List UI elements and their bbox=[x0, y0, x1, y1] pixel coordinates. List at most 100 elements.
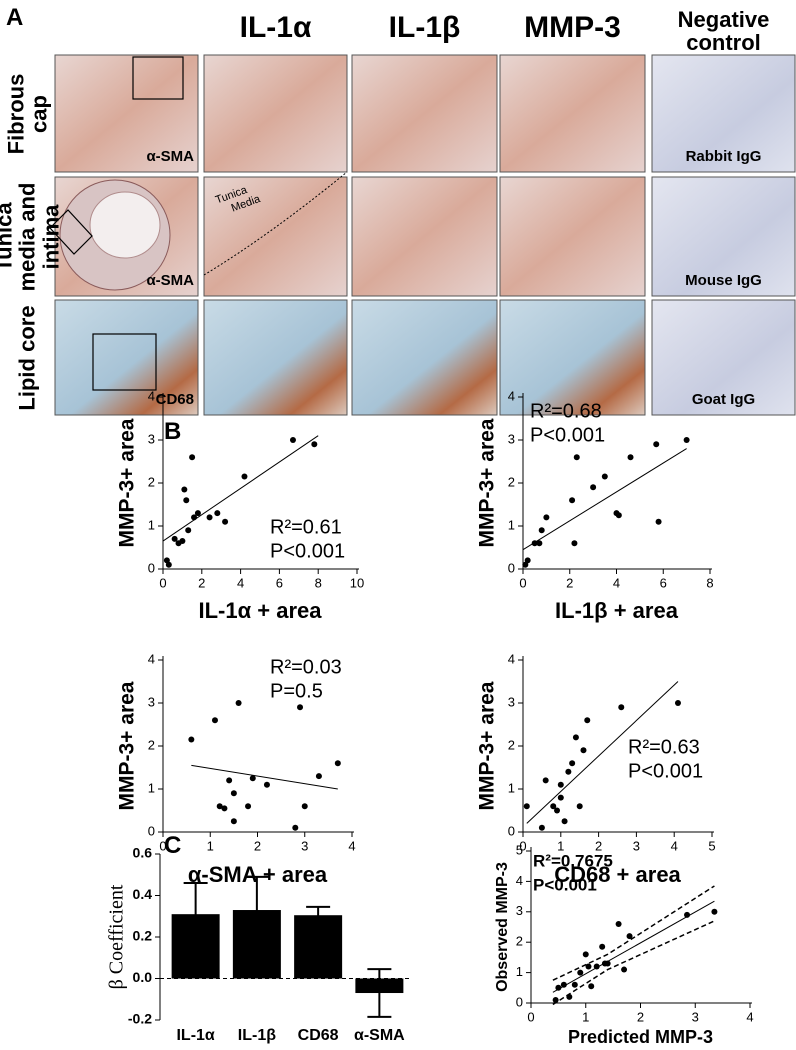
image-label: α-SMA bbox=[146, 148, 194, 165]
data-point bbox=[311, 441, 318, 448]
data-point bbox=[711, 908, 718, 915]
data-point bbox=[334, 760, 341, 767]
inset-box bbox=[49, 209, 93, 255]
data-point bbox=[536, 540, 543, 547]
y-tick-label: 2 bbox=[516, 934, 523, 949]
y-tick-label: 2 bbox=[508, 474, 515, 489]
data-point bbox=[601, 473, 608, 480]
y-tick-label: 0.2 bbox=[133, 928, 153, 944]
y-axis-label: Observed MMP-3 bbox=[494, 862, 511, 992]
x-tick-label: 0 bbox=[159, 838, 166, 853]
micrograph bbox=[499, 299, 646, 416]
data-point bbox=[179, 538, 186, 545]
row-label: Fibrous cap bbox=[2, 73, 51, 154]
data-point bbox=[653, 441, 660, 448]
stat-text: P<0.001 bbox=[533, 875, 597, 894]
x-tick-label: 4 bbox=[671, 838, 678, 853]
image-label: α-SMA bbox=[146, 272, 194, 289]
image-label: CD68 bbox=[156, 391, 194, 408]
y-tick-label: 0.6 bbox=[133, 845, 153, 861]
x-axis-label: Predicted MMP-3 bbox=[568, 1027, 713, 1047]
micrograph bbox=[651, 54, 796, 173]
x-tick-label: IL-1β bbox=[238, 1027, 276, 1044]
data-point bbox=[573, 454, 580, 461]
y-tick-label: 3 bbox=[148, 694, 155, 709]
y-tick-label: 0 bbox=[148, 823, 155, 838]
data-point bbox=[604, 960, 611, 967]
data-point bbox=[674, 700, 681, 706]
data-point bbox=[188, 736, 195, 743]
y-axis-label: MMP-3+ area bbox=[476, 681, 499, 810]
bar bbox=[355, 978, 404, 994]
data-point bbox=[524, 557, 531, 564]
data-point bbox=[221, 805, 228, 812]
panel-label: C bbox=[164, 832, 182, 859]
regression-line bbox=[522, 448, 687, 551]
data-point bbox=[569, 760, 576, 767]
data-point bbox=[183, 497, 190, 504]
data-point bbox=[569, 497, 576, 504]
x-tick-label: 8 bbox=[315, 575, 322, 590]
micrograph bbox=[351, 299, 498, 416]
x-axis-label: IL-1β + area bbox=[555, 598, 679, 623]
column-header: IL-1β bbox=[388, 11, 461, 44]
data-point bbox=[571, 540, 578, 547]
x-tick-label: 8 bbox=[706, 575, 713, 590]
data-point bbox=[211, 717, 218, 724]
data-point bbox=[538, 824, 545, 831]
y-tick-label: 2 bbox=[148, 737, 155, 752]
stat-text: P<0.001 bbox=[530, 424, 605, 446]
micrograph bbox=[351, 54, 498, 173]
x-tick-label: 3 bbox=[692, 1009, 699, 1024]
image-label: Rabbit IgG bbox=[686, 148, 762, 165]
data-point bbox=[301, 803, 308, 810]
data-point bbox=[599, 943, 606, 950]
data-point bbox=[590, 484, 597, 491]
inset-box bbox=[92, 333, 157, 391]
data-point bbox=[194, 510, 201, 517]
confidence-band-lower bbox=[552, 920, 715, 1006]
x-tick-label: 5 bbox=[708, 838, 715, 853]
bar bbox=[294, 915, 343, 979]
x-tick-label: CD68 bbox=[298, 1027, 339, 1044]
x-tick-label: 0 bbox=[519, 838, 526, 853]
stat-text: R²=0.7675 bbox=[533, 851, 613, 870]
x-tick-label: 3 bbox=[301, 838, 308, 853]
y-tick-label: 0.0 bbox=[133, 969, 153, 985]
panel-label: A bbox=[6, 4, 24, 31]
data-point bbox=[655, 518, 662, 525]
x-tick-label: α-SMA bbox=[354, 1027, 405, 1044]
x-axis-label: IL-1α + area bbox=[199, 598, 323, 623]
y-tick-label: 4 bbox=[516, 873, 523, 888]
image-label: Mouse IgG bbox=[685, 272, 762, 289]
data-point bbox=[683, 437, 690, 443]
y-axis-label: MMP-3+ area bbox=[116, 418, 139, 547]
row-label: Lipid core bbox=[14, 304, 40, 411]
micrograph bbox=[54, 299, 199, 416]
y-tick-label: 4 bbox=[148, 388, 155, 403]
data-point bbox=[523, 803, 530, 810]
data-point bbox=[554, 807, 561, 814]
y-tick-label: 3 bbox=[508, 694, 515, 709]
y-tick-label: 1 bbox=[508, 517, 515, 532]
bar bbox=[171, 914, 220, 979]
x-axis-label: CD68 + area bbox=[554, 862, 681, 887]
data-point bbox=[297, 704, 304, 711]
x-tick-label: 2 bbox=[254, 838, 261, 853]
data-point bbox=[555, 984, 562, 991]
data-point bbox=[560, 981, 567, 988]
x-tick-label: 6 bbox=[660, 575, 667, 590]
data-point bbox=[226, 777, 233, 784]
data-point bbox=[621, 966, 628, 973]
y-tick-label: 0 bbox=[516, 994, 523, 1009]
micrograph bbox=[651, 299, 796, 416]
micrograph bbox=[203, 176, 348, 297]
y-tick-label: 1 bbox=[516, 964, 523, 979]
data-point bbox=[626, 933, 633, 940]
y-tick-label: 3 bbox=[148, 431, 155, 446]
x-tick-label: 1 bbox=[582, 1009, 589, 1024]
y-tick-label: 2 bbox=[148, 474, 155, 489]
image-label: Goat IgG bbox=[692, 391, 755, 408]
y-axis-label: MMP-3+ area bbox=[476, 418, 499, 547]
